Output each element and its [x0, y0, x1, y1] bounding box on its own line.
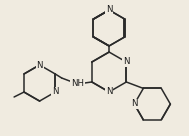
Text: N: N [36, 61, 43, 69]
Text: N: N [106, 5, 112, 15]
Text: N: N [123, 58, 130, 67]
Text: NH: NH [71, 80, 84, 89]
Text: N: N [131, 100, 138, 109]
Text: N: N [106, 87, 112, 97]
Text: N: N [52, 87, 59, 97]
Text: N: N [106, 5, 112, 15]
